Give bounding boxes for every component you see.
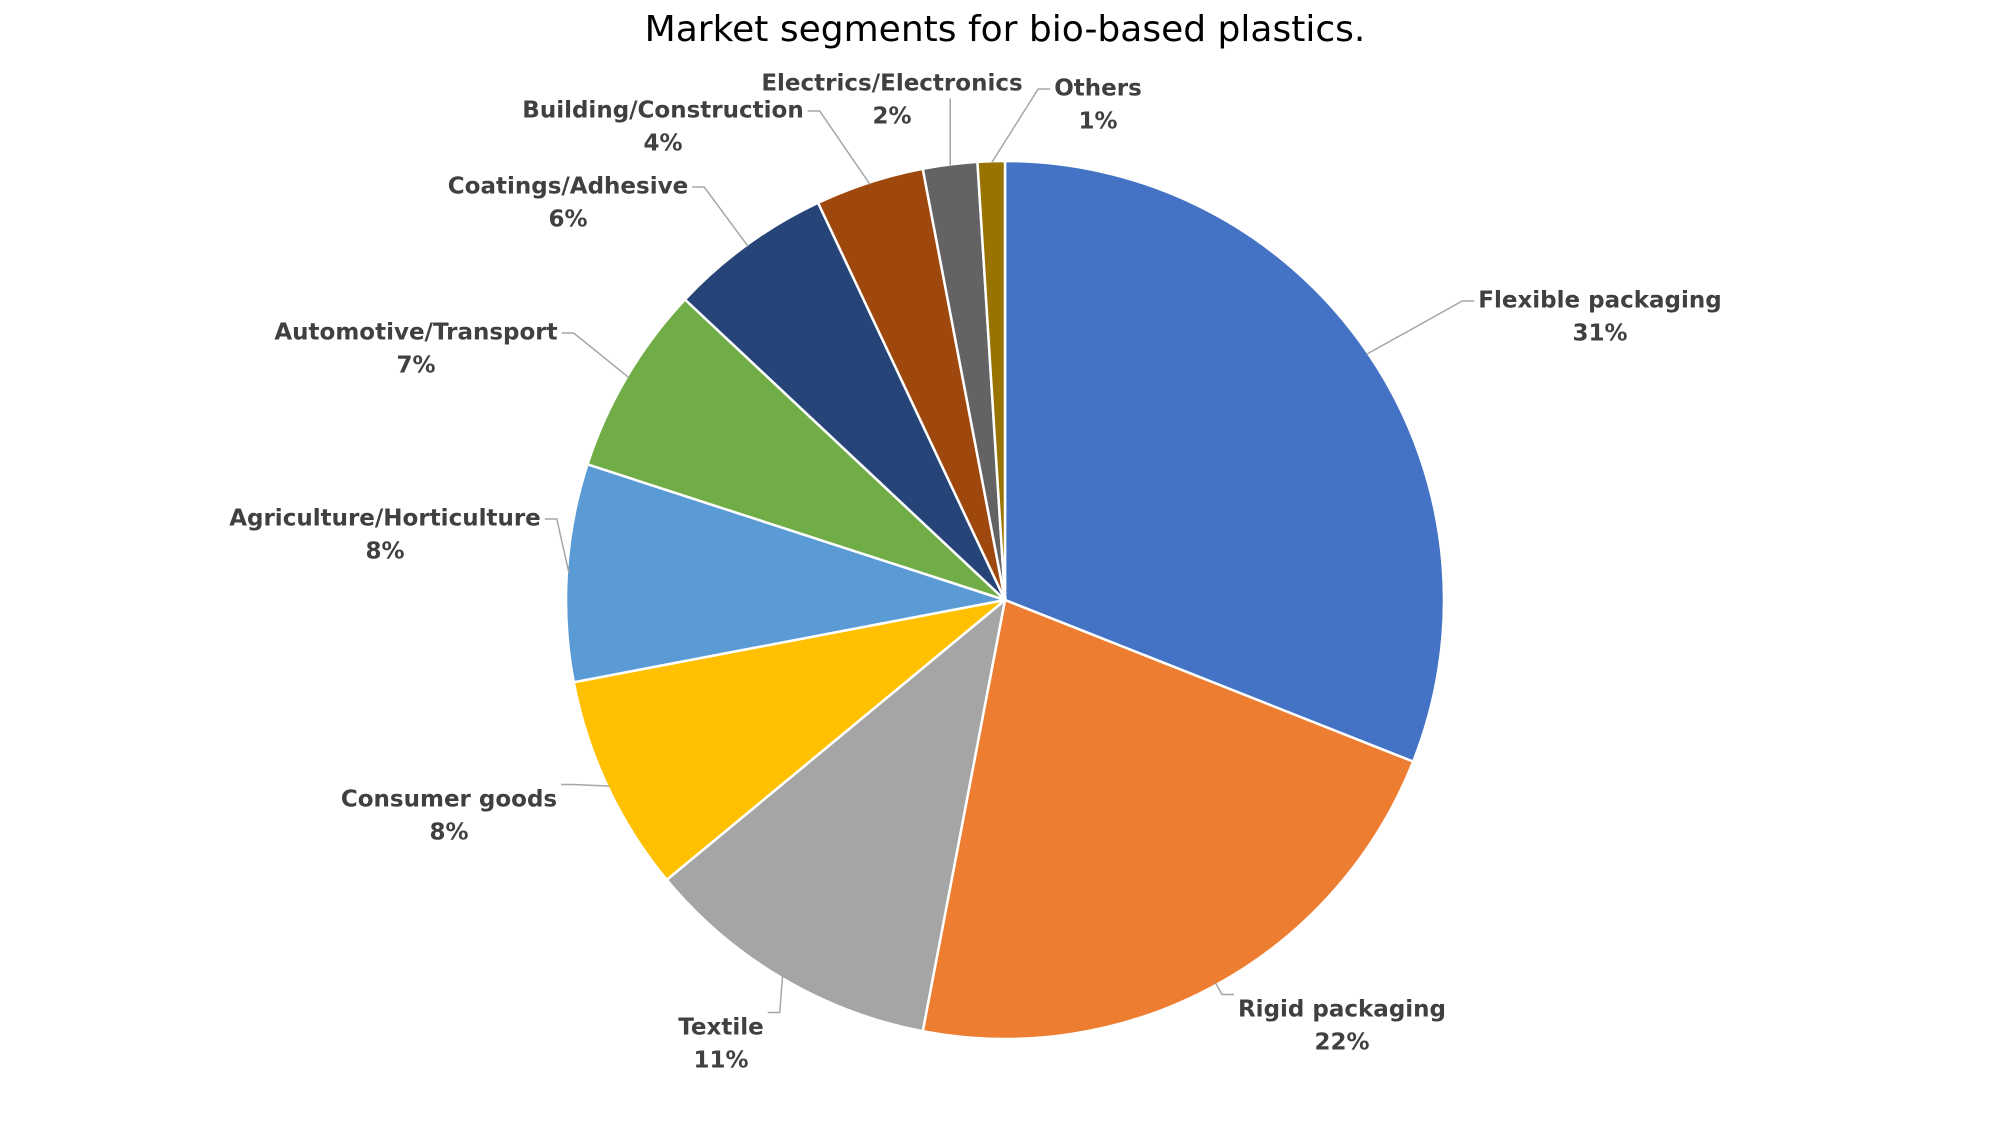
- slice-label: Building/Construction: [522, 98, 803, 124]
- slice-value-label: 2%: [872, 104, 911, 130]
- pie-slice: [664, 596, 1007, 1033]
- slice-label: Consumer goods: [341, 787, 557, 813]
- slice-value-label: 8%: [365, 539, 404, 565]
- leader-line: [807, 110, 871, 185]
- slice-label: Flexible packaging: [1478, 288, 1722, 314]
- slice-label: Automotive/Transport: [274, 320, 557, 346]
- leader-line: [1214, 982, 1234, 996]
- slice-value-label: 4%: [643, 131, 682, 157]
- slice-value-label: 11%: [693, 1048, 748, 1074]
- chart-title: Market segments for bio-based plastics.: [645, 9, 1366, 50]
- leader-line: [561, 783, 610, 787]
- slice-value-label: 7%: [396, 353, 435, 379]
- slice-value-label: 8%: [429, 820, 468, 846]
- slice-label: Agriculture/Horticulture: [229, 506, 541, 532]
- leader-line: [544, 518, 570, 573]
- leader-line: [767, 976, 784, 1014]
- slice-label: Textile: [678, 1015, 763, 1041]
- slice-label: Rigid packaging: [1238, 997, 1446, 1023]
- slice-label: Coatings/Adhesive: [448, 174, 688, 200]
- pie-slice: [564, 462, 1006, 684]
- pie-slice: [572, 598, 1006, 882]
- leader-line: [692, 186, 749, 247]
- slice-label: Others: [1054, 76, 1142, 102]
- slice-value-label: 1%: [1078, 109, 1117, 135]
- slice-value-label: 31%: [1572, 321, 1627, 347]
- slice-label: Electrics/Electronics: [761, 71, 1022, 97]
- leader-line: [990, 88, 1051, 164]
- leader-line: [561, 332, 630, 379]
- slice-value-label: 22%: [1314, 1030, 1369, 1056]
- leader-line: [1366, 300, 1475, 356]
- slice-value-label: 6%: [548, 207, 587, 233]
- pie-slice: [976, 159, 1007, 601]
